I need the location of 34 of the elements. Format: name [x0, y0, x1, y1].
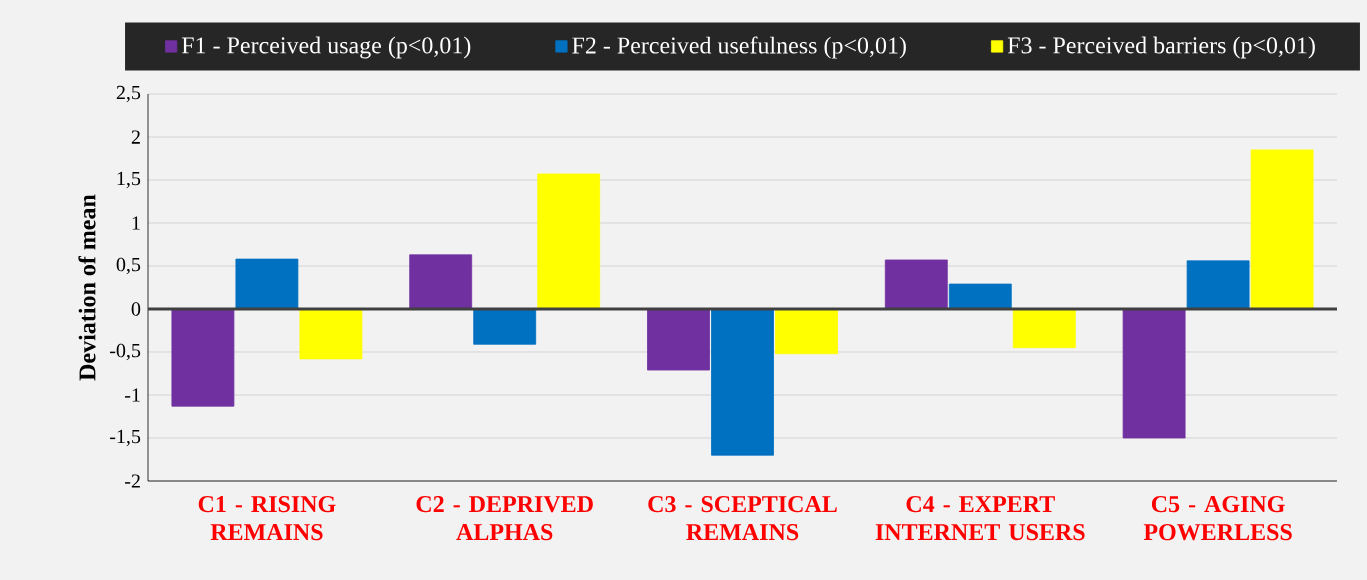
bar	[1186, 260, 1250, 310]
y-tick-label: 2,5	[116, 85, 141, 103]
bar	[884, 259, 948, 310]
y-axis-title: Deviation of mean	[78, 194, 96, 381]
legend-label: F3 - Perceived barriers (p<0,01)	[1007, 36, 1315, 59]
legend-label: F2 - Perceived usefulness (p<0,01)	[572, 36, 906, 59]
x-tick-label: C1 - RISING REMAINS	[198, 496, 336, 541]
bar	[235, 258, 299, 310]
y-tick-label: 2	[131, 130, 140, 144]
x-tick-label: C2 - DEPRIVED ALPHAS	[416, 496, 593, 541]
y-tick-label: 1,5	[117, 171, 141, 189]
y-tick-label: 1	[132, 216, 140, 230]
x-tick-label: C4 - EXPERT INTERNET USERS	[875, 496, 1085, 541]
bar	[171, 308, 235, 407]
legend-label: F1 - Perceived usage (p<0,01)	[181, 36, 471, 59]
y-tick-label: -1,5	[110, 429, 141, 447]
bar	[409, 254, 473, 310]
bar	[647, 308, 710, 371]
y-tick-label: -2	[125, 474, 140, 488]
bar	[948, 283, 1012, 310]
bar	[473, 308, 537, 345]
y-tick-label: -0,5	[110, 343, 141, 361]
bar	[1122, 308, 1186, 439]
bar	[775, 308, 838, 355]
bar	[1012, 308, 1076, 349]
bar	[299, 308, 363, 360]
bar	[711, 308, 774, 456]
y-tick-label: 0,5	[116, 257, 141, 275]
x-tick-label: C3 - SCEPTICAL REMAINS	[648, 496, 837, 541]
y-tick-label: 0	[131, 302, 141, 316]
y-tick-label: -1	[125, 388, 140, 402]
bar	[537, 173, 601, 310]
bar	[1250, 149, 1314, 310]
x-tick-label: C5 - AGING POWERLESS	[1143, 496, 1292, 541]
